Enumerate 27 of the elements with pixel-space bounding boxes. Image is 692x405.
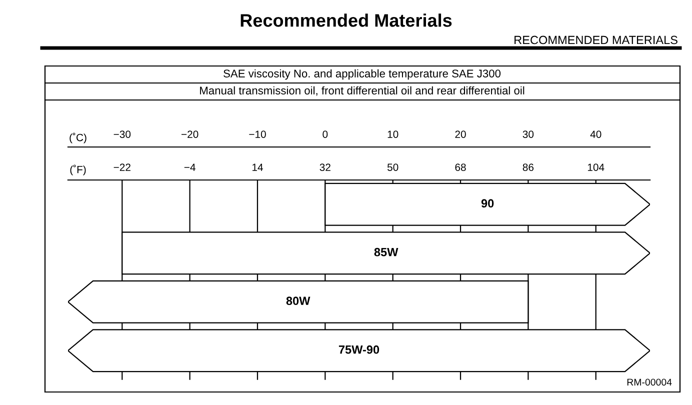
x2-tick-label: −22 — [114, 164, 130, 171]
x2-tick-label: 104 — [588, 164, 604, 171]
x2-tick-label: 32 — [320, 164, 330, 171]
x2-tick-label: 86 — [522, 164, 534, 171]
x-tick-label: 10 — [388, 130, 398, 138]
x2-tick-label: −4 — [184, 164, 196, 171]
x2-tick-label: 68 — [455, 164, 466, 171]
text: RM-00004 — [627, 378, 672, 386]
y-tick-label: 80W — [286, 296, 310, 306]
x2-axis-title: (˚F) — [70, 164, 86, 176]
y-tick-label: 75W-90 — [338, 345, 380, 354]
text: SAE viscosity No. and applicable temperature SAE J300 — [224, 69, 501, 80]
y-tick-label: 90 — [481, 199, 494, 208]
x-tick-label: 40 — [590, 130, 602, 138]
chart-subtitle: RECOMMENDED MATERIALS — [514, 36, 678, 44]
x-tick-label: −10 — [249, 130, 266, 138]
x-tick-label: 20 — [455, 130, 466, 138]
x-tick-label: −20 — [181, 130, 198, 138]
x2-tick-label: 50 — [387, 164, 398, 171]
text: Manual transmission oil, front differential oil and rear differential oil — [200, 86, 524, 96]
x-tick-label: 0 — [322, 130, 328, 138]
x2-tick-label: 14 — [252, 164, 263, 171]
chart-title: Recommended Materials — [240, 14, 452, 27]
x-tick-label: 30 — [522, 130, 534, 138]
x-axis-title: (˚C) — [70, 132, 86, 144]
x-tick-label: −30 — [114, 130, 131, 138]
y-tick-label: 85W — [374, 248, 398, 256]
